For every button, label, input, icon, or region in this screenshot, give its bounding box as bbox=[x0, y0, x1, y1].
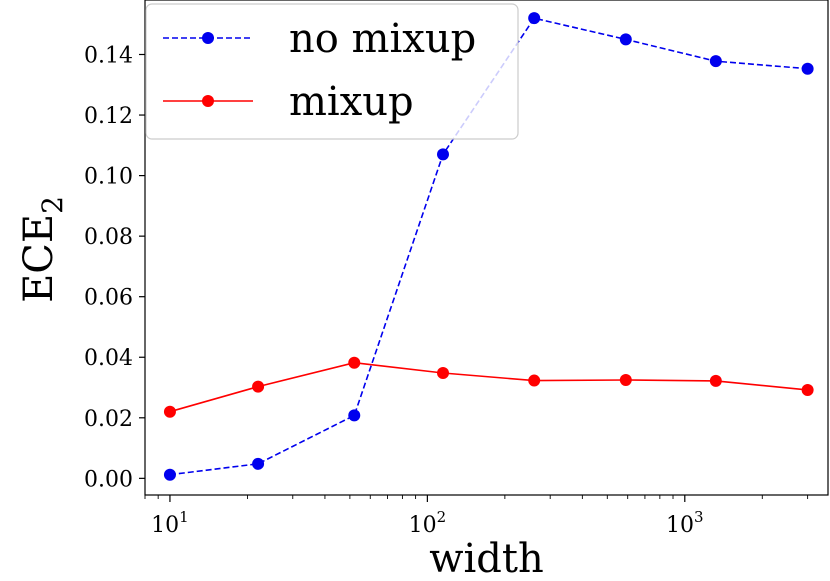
y-tick-label: 0.10 bbox=[84, 165, 133, 190]
x-tick-label: 102 bbox=[409, 508, 447, 538]
data-point bbox=[619, 33, 632, 46]
y-tick-label: 0.00 bbox=[84, 467, 133, 492]
legend-items: no mixup mixup bbox=[163, 16, 476, 125]
y-axis: 0.00 0.02 0.04 0.06 0.08 0.10 0.12 0.14 bbox=[84, 43, 145, 492]
x-tick-label: 103 bbox=[666, 508, 704, 538]
x-axis-label: width bbox=[429, 536, 543, 581]
y-tick-label: 0.04 bbox=[84, 346, 133, 371]
y-tick-label: 0.08 bbox=[84, 225, 133, 250]
data-point bbox=[619, 373, 632, 386]
data-point bbox=[528, 12, 541, 25]
legend-marker bbox=[202, 32, 214, 44]
data-point bbox=[252, 380, 265, 393]
y-tick-label: 0.06 bbox=[84, 286, 133, 311]
legend-entry-label: mixup bbox=[289, 79, 414, 125]
y-tick-label: 0.12 bbox=[84, 104, 133, 129]
data-point bbox=[252, 457, 265, 470]
x-axis: 101 102 103 bbox=[144, 495, 809, 538]
y-axis-label-subscript: 2 bbox=[36, 196, 69, 214]
data-point bbox=[528, 374, 541, 387]
series-line-mixup bbox=[169, 361, 808, 413]
legend: no mixup mixup bbox=[145, 3, 519, 140]
data-point bbox=[436, 366, 449, 379]
y-tick-label: 0.02 bbox=[84, 407, 133, 432]
legend-entry-label: no mixup bbox=[289, 16, 476, 62]
y-tick-label: 0.14 bbox=[84, 43, 133, 68]
y-axis-label-main: ECE bbox=[16, 214, 62, 303]
plot-frame bbox=[144, 0, 829, 496]
data-point bbox=[801, 62, 814, 75]
data-point bbox=[801, 383, 814, 396]
data-point bbox=[709, 374, 722, 387]
data-point bbox=[163, 468, 176, 481]
series-mixup bbox=[163, 356, 814, 418]
data-point bbox=[348, 409, 361, 422]
data-point bbox=[436, 148, 449, 161]
data-point bbox=[709, 55, 722, 68]
legend-marker bbox=[202, 95, 214, 107]
data-point bbox=[163, 405, 176, 418]
y-axis-label: ECE2 bbox=[16, 196, 69, 303]
data-point bbox=[348, 356, 361, 369]
x-tick-label: 101 bbox=[151, 508, 189, 538]
